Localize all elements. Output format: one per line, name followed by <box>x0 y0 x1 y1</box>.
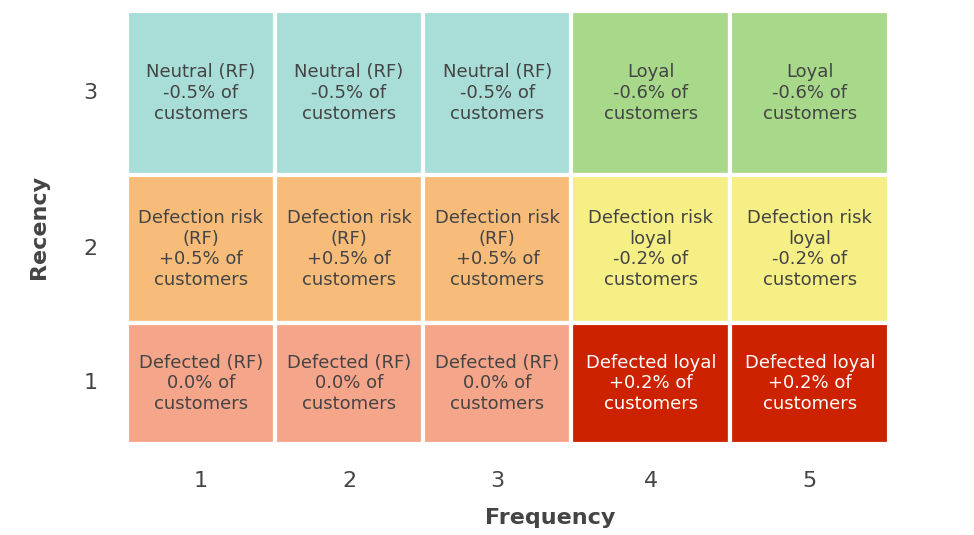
Text: Neutral (RF)
-0.5% of
customers: Neutral (RF) -0.5% of customers <box>294 63 403 123</box>
Text: Defected (RF)
0.0% of
customers: Defected (RF) 0.0% of customers <box>138 354 263 413</box>
Bar <box>572 11 730 175</box>
Text: Defection risk
(RF)
+0.5% of
customers: Defection risk (RF) +0.5% of customers <box>286 209 411 289</box>
Bar <box>275 175 423 323</box>
Bar <box>423 323 572 444</box>
Text: 2: 2 <box>342 471 356 491</box>
Text: Defected loyal
+0.2% of
customers: Defected loyal +0.2% of customers <box>744 354 875 413</box>
Text: 1: 1 <box>194 471 207 491</box>
Bar <box>127 323 275 444</box>
Bar <box>275 11 423 175</box>
Text: Defection risk
loyal
-0.2% of
customers: Defection risk loyal -0.2% of customers <box>588 209 713 289</box>
Bar <box>423 11 572 175</box>
Text: Defection risk
(RF)
+0.5% of
customers: Defection risk (RF) +0.5% of customers <box>138 209 263 289</box>
Text: Defection risk
(RF)
+0.5% of
customers: Defection risk (RF) +0.5% of customers <box>435 209 560 289</box>
Text: Recency: Recency <box>29 175 49 279</box>
Text: Neutral (RF)
-0.5% of
customers: Neutral (RF) -0.5% of customers <box>443 63 552 123</box>
Bar <box>275 323 423 444</box>
Text: Neutral (RF)
-0.5% of
customers: Neutral (RF) -0.5% of customers <box>146 63 255 123</box>
Bar <box>127 11 275 175</box>
Bar <box>730 175 889 323</box>
Text: 4: 4 <box>644 471 658 491</box>
Bar <box>127 175 275 323</box>
Text: Loyal
-0.6% of
customers: Loyal -0.6% of customers <box>763 63 857 123</box>
Bar <box>423 175 572 323</box>
Text: Defected (RF)
0.0% of
customers: Defected (RF) 0.0% of customers <box>435 354 559 413</box>
Text: 1: 1 <box>83 373 97 393</box>
Text: 3: 3 <box>83 83 97 103</box>
Text: 3: 3 <box>490 471 505 491</box>
Text: Defected (RF)
0.0% of
customers: Defected (RF) 0.0% of customers <box>287 354 411 413</box>
Text: Loyal
-0.6% of
customers: Loyal -0.6% of customers <box>604 63 698 123</box>
Bar <box>572 323 730 444</box>
Text: Defected loyal
+0.2% of
customers: Defected loyal +0.2% of customers <box>585 354 716 413</box>
Text: 2: 2 <box>83 239 97 259</box>
Text: 5: 5 <box>803 471 817 491</box>
Bar <box>730 323 889 444</box>
Bar <box>572 175 730 323</box>
Bar <box>730 11 889 175</box>
Text: Frequency: Frequency <box>485 508 616 528</box>
Text: Defection risk
loyal
-0.2% of
customers: Defection risk loyal -0.2% of customers <box>747 209 873 289</box>
